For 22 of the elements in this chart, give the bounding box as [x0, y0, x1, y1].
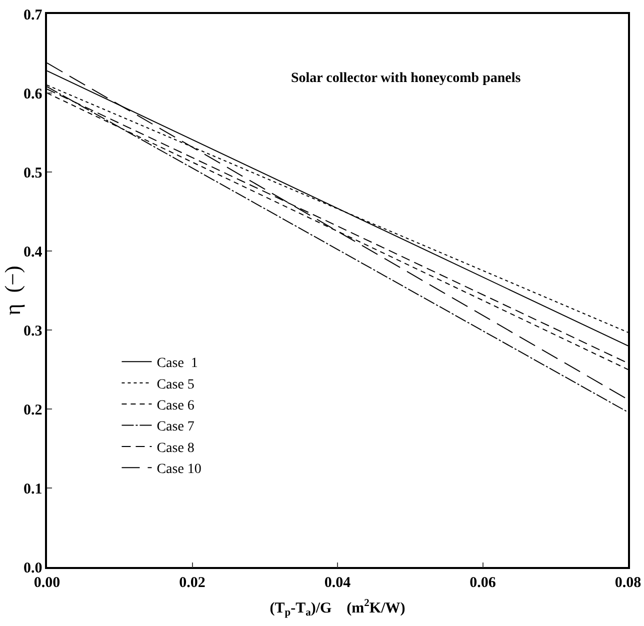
x-axis-title: (T$_{p}$-T$_{a}$)/G (m$^{2}$K/W): [270, 598, 406, 618]
y-tick-label: 0.3: [24, 323, 42, 340]
y-tick-label: 0.6: [24, 86, 43, 102]
x-tick-label: 0.06: [470, 574, 496, 591]
x-tick-label: 0.08: [614, 574, 642, 591]
y-tick-label: 0.5: [24, 165, 42, 182]
y-tick-label: 0.1: [24, 481, 42, 498]
y-tick-label: 0.2: [24, 402, 42, 418]
legend-label: Case 7: [156, 420, 194, 435]
legend-label: Case 1: [156, 356, 198, 372]
y-tick-label: 0.4: [24, 244, 43, 260]
x-tick-label: 0.00: [34, 574, 60, 591]
legend-label: Case 8: [156, 440, 194, 456]
legend-label: Case 10: [156, 462, 202, 478]
legend-label: Case 5: [156, 377, 194, 392]
x-tick-label: 0.04: [324, 574, 352, 591]
legend-label: Case 6: [156, 398, 194, 414]
y-axis-title: η (−): [0, 266, 25, 316]
x-tick-label: 0.02: [179, 574, 206, 591]
y-tick-label: 0.7: [24, 7, 43, 24]
y-tick-label: 0.0: [24, 560, 42, 576]
annotation: Solar collector with honeycomb panels: [291, 71, 522, 86]
